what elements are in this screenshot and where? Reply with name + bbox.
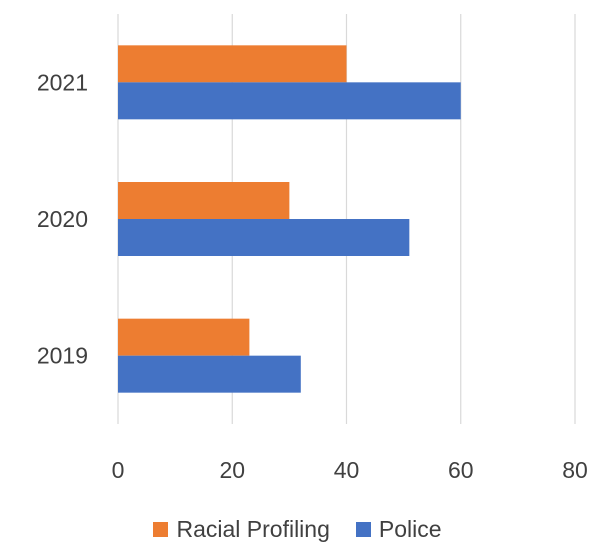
x-tick-label-40: 40 bbox=[334, 457, 360, 483]
bars bbox=[118, 45, 461, 393]
bar-police-2020 bbox=[118, 219, 410, 256]
bar-chart: 2019 2020 2021 0 20 40 60 80 bbox=[37, 14, 588, 483]
bar-racial-profiling-2021 bbox=[118, 45, 347, 83]
legend-item-racial-profiling: Racial Profiling bbox=[153, 516, 330, 543]
legend-swatch-racial-profiling bbox=[153, 522, 169, 537]
category-label-2019: 2019 bbox=[37, 343, 88, 369]
category-label-2020: 2020 bbox=[37, 206, 88, 232]
bar-racial-profiling-2020 bbox=[118, 182, 290, 219]
bar-police-2021 bbox=[118, 82, 461, 120]
legend-item-police: Police bbox=[355, 516, 442, 543]
legend-label-police: Police bbox=[378, 516, 442, 542]
legend: Racial Profiling Police bbox=[0, 515, 595, 544]
x-tick-label-20: 20 bbox=[219, 457, 245, 483]
legend-label-racial-profiling: Racial Profiling bbox=[176, 516, 330, 542]
bar-racial-profiling-2019 bbox=[118, 318, 250, 356]
category-labels: 2019 2020 2021 bbox=[37, 69, 88, 368]
x-tick-label-0: 0 bbox=[112, 457, 125, 483]
bar-police-2019 bbox=[118, 355, 301, 393]
x-tick-label-80: 80 bbox=[562, 457, 588, 483]
x-axis-tick-labels: 0 20 40 60 80 bbox=[112, 457, 588, 483]
x-tick-label-60: 60 bbox=[448, 457, 474, 483]
legend-swatch-police bbox=[355, 522, 371, 537]
category-label-2021: 2021 bbox=[37, 69, 88, 95]
